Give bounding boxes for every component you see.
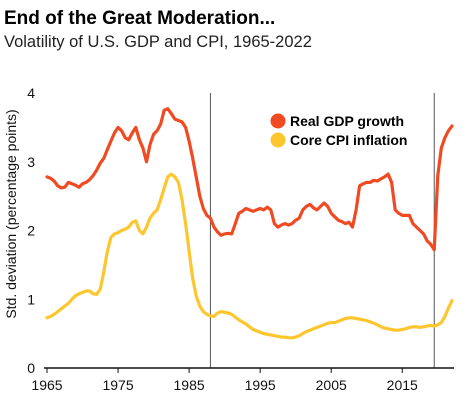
y-tick-label-4: 4 [27, 85, 35, 101]
legend-label-1: Core CPI inflation [290, 132, 407, 148]
legend-label-0: Real GDP growth [290, 113, 404, 129]
y-axis-label: Std. deviation (percentage points) [3, 109, 19, 318]
y-tick-label-2: 2 [27, 223, 35, 239]
y-tick-label-0: 0 [27, 360, 35, 376]
legend-swatch-0 [270, 113, 286, 129]
chart-title: End of the Great Moderation... [4, 8, 276, 29]
series-line-cpi [45, 172, 454, 340]
legend-swatch-1 [270, 132, 286, 148]
x-tick-label-2: 1985 [174, 377, 205, 393]
x-tick-label-3: 1995 [245, 377, 276, 393]
x-tick-label-0: 1965 [31, 377, 62, 393]
x-tick-label-1: 1975 [102, 377, 133, 393]
y-tick-label-1: 1 [27, 291, 35, 307]
y-tick-label-3: 3 [27, 154, 35, 170]
x-tick-label-4: 2005 [316, 377, 347, 393]
legend: Real GDP growth Core CPI inflation [270, 113, 407, 148]
axes: 1965 1975 1985 1995 2005 2015 0 1 2 3 4 [27, 85, 454, 393]
chart-subtitle: Volatility of U.S. GDP and CPI, 1965-202… [4, 33, 312, 51]
series-lines [45, 107, 454, 340]
series-line-gdp [45, 107, 454, 252]
x-tick-label-5: 2015 [387, 377, 418, 393]
